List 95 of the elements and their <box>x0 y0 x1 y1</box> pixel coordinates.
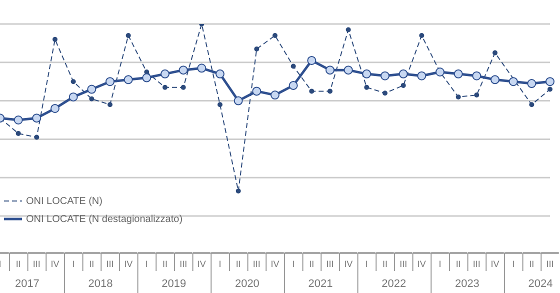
text: 2018 <box>88 278 113 290</box>
x-tick-label: I <box>218 259 222 269</box>
x-tick-label: III <box>400 259 408 269</box>
point <box>474 92 480 98</box>
point <box>252 86 262 96</box>
point <box>472 71 482 80</box>
point <box>14 116 23 124</box>
legend-label: ONI LOCATE (N) <box>26 196 102 206</box>
point <box>50 104 60 113</box>
point <box>548 86 552 92</box>
point <box>398 69 408 78</box>
x-tick-label: II <box>236 259 241 269</box>
x-tick-label: I <box>365 259 368 269</box>
text: 2021 <box>308 278 333 290</box>
x-tick-label: IV <box>50 259 60 269</box>
x-tick-label: III <box>180 259 188 269</box>
point <box>16 130 21 136</box>
x-tick-label: IV <box>270 259 280 269</box>
point <box>180 84 186 90</box>
x-tick-label: II <box>456 259 461 269</box>
point <box>417 71 426 80</box>
point <box>380 71 390 80</box>
point <box>89 96 94 102</box>
point <box>106 77 114 86</box>
x-tick-label: I <box>438 259 442 269</box>
text: 2024 <box>528 278 553 290</box>
x-tick-label: IV <box>344 259 353 269</box>
point <box>309 88 314 94</box>
x-tick-label: IV <box>490 259 500 269</box>
point <box>254 46 260 52</box>
x-tick-label: IV <box>197 259 206 269</box>
point <box>290 64 296 69</box>
point <box>456 94 461 100</box>
point <box>108 102 112 108</box>
point <box>234 96 243 106</box>
x-tick-label: IV <box>417 259 426 269</box>
point <box>218 102 222 108</box>
text: 2017 <box>14 278 40 290</box>
x-tick-label: III <box>32 259 40 269</box>
x-tick-label: I <box>512 259 515 269</box>
point <box>162 84 168 90</box>
x-tick-label: I <box>145 259 148 269</box>
x-tick-label: II <box>309 259 314 269</box>
x-tick-label: III <box>252 259 260 269</box>
point <box>70 79 76 84</box>
text: 2023 <box>454 278 480 290</box>
text: 2019 <box>162 278 186 290</box>
point <box>454 69 463 78</box>
point <box>124 75 133 84</box>
point <box>52 36 58 42</box>
text: 2022 <box>382 278 406 290</box>
point <box>364 84 370 90</box>
point <box>216 69 224 78</box>
point <box>419 33 424 38</box>
point <box>178 66 188 75</box>
legend-label: ONI LOCATE (N destagionalizzato) <box>26 214 183 224</box>
point <box>527 79 536 88</box>
point <box>382 90 388 96</box>
point <box>529 102 534 108</box>
x-tick-label: II <box>16 259 21 269</box>
point <box>326 66 334 75</box>
point <box>400 82 406 88</box>
text: 2020 <box>234 278 260 290</box>
x-tick-label: II <box>162 259 168 269</box>
point <box>142 73 152 82</box>
point <box>346 27 351 32</box>
x-tick-label: III <box>326 259 334 269</box>
point <box>490 75 500 84</box>
point <box>32 114 42 123</box>
x-tick-label: II <box>382 259 388 269</box>
point <box>344 66 353 75</box>
x-tick-label: II <box>529 259 534 269</box>
point <box>272 33 278 38</box>
x-tick-label: III <box>546 259 554 269</box>
point <box>492 50 498 56</box>
x-tick-label: III <box>106 259 114 269</box>
x-tick-label: I <box>292 259 295 269</box>
point <box>362 69 372 78</box>
point <box>236 188 241 194</box>
point <box>328 88 332 94</box>
point <box>160 69 170 78</box>
point <box>87 84 96 94</box>
point <box>68 92 78 102</box>
x-tick-label: I <box>72 259 75 269</box>
point <box>288 80 298 90</box>
point <box>508 77 518 86</box>
point <box>126 33 131 38</box>
point <box>34 134 40 140</box>
x-tick-label: IV <box>124 259 133 269</box>
point <box>307 56 316 65</box>
point <box>270 90 280 100</box>
point <box>546 77 554 86</box>
x-tick-label: II <box>89 259 94 269</box>
point <box>197 64 206 73</box>
x-tick-label: III <box>472 259 480 269</box>
